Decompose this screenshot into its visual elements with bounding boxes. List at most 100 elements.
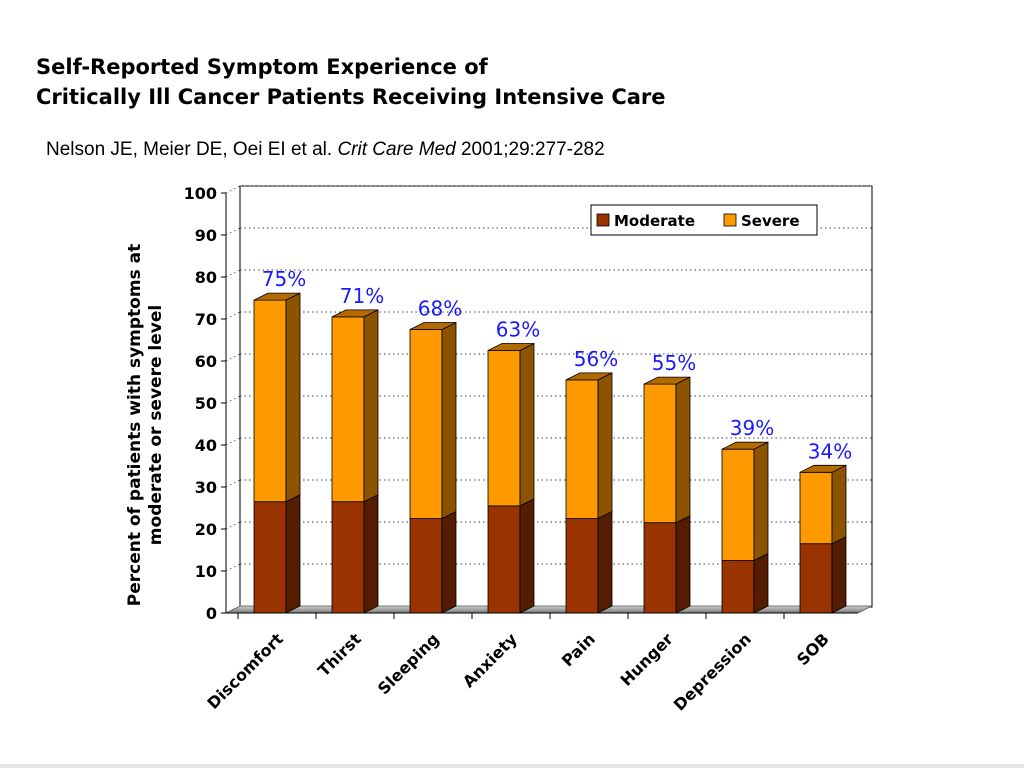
y-tick-label: 40 — [195, 436, 217, 455]
x-tick-label: Sleeping — [374, 629, 443, 698]
bar-severe-side — [519, 342, 535, 507]
bar-severe-front — [487, 350, 521, 507]
bar-moderate-front — [799, 543, 833, 614]
legend-swatch — [596, 213, 610, 227]
bar-severe — [721, 441, 769, 562]
bar-severe — [799, 464, 847, 545]
chart-title: Self-Reported Symptom Experience of Crit… — [36, 52, 666, 112]
y-tick-label: 60 — [195, 352, 217, 371]
bar-severe-side — [441, 321, 457, 520]
legend-label: Severe — [741, 212, 800, 230]
legend-swatch — [723, 213, 737, 227]
bar-top — [721, 441, 769, 450]
bar-total-label: 71% — [340, 284, 384, 308]
bar-severe-side — [363, 309, 379, 503]
legend: Moderate Severe — [590, 204, 818, 236]
bar-moderate — [487, 498, 535, 614]
bar-severe-side — [597, 372, 613, 520]
y-tick-label: 30 — [195, 478, 217, 497]
bar-top — [643, 376, 691, 385]
y-axis-label-line: moderate or severe level — [146, 305, 166, 545]
title-line-1: Self-Reported Symptom Experience of — [36, 55, 488, 79]
x-tick-label: Hunger — [616, 629, 676, 689]
gridline-side — [225, 395, 241, 404]
bar-moderate-side — [519, 498, 535, 614]
y-tick-label: 20 — [195, 520, 217, 539]
bar-total-label: 55% — [652, 351, 696, 375]
bar-moderate — [409, 510, 457, 614]
bar-severe-front — [253, 299, 287, 503]
bar-moderate — [721, 552, 769, 614]
bar-moderate — [565, 510, 613, 614]
gridline-side — [225, 353, 241, 362]
citation-authors: Nelson JE, Meier DE, Oei EI et al. — [46, 139, 333, 160]
bar-moderate-front — [253, 501, 287, 614]
bar-top — [565, 372, 613, 381]
y-tick-label: 0 — [206, 604, 217, 623]
gridline-side — [225, 563, 241, 572]
gridline-side — [225, 227, 241, 236]
gridline-side — [225, 269, 241, 278]
y-tick-label: 100 — [184, 184, 217, 203]
bar-moderate-side — [285, 494, 301, 614]
bar-top — [487, 343, 535, 351]
y-axis-label: Percent of patients with symptoms atmode… — [125, 244, 166, 606]
x-tick-label: Anxiety — [459, 629, 521, 691]
citation: Nelson JE, Meier DE, Oei EI et al. Crit … — [46, 139, 605, 161]
bar-moderate-side — [831, 536, 847, 614]
bar-severe-front — [331, 316, 365, 503]
bar-moderate — [331, 494, 379, 614]
gridline-side — [225, 311, 241, 320]
bar-severe-front — [409, 329, 443, 519]
citation-details: 2001;29:277-282 — [460, 139, 605, 160]
gridline-side — [225, 185, 241, 194]
bar-severe-front — [721, 448, 755, 561]
x-tick-label: Thirst — [314, 629, 365, 680]
bar-severe-front — [643, 383, 677, 524]
title-line-2: Critically Ill Cancer Patients Receiving… — [36, 85, 666, 109]
y-tick-label: 50 — [195, 394, 217, 413]
plot-floor — [225, 605, 873, 614]
citation-journal: Crit Care Med — [337, 139, 456, 160]
bar-moderate — [643, 515, 691, 614]
bar-moderate-side — [753, 552, 769, 614]
bar-severe-side — [831, 464, 847, 545]
x-tick-label: Pain — [558, 629, 599, 670]
bar-moderate-side — [363, 494, 379, 614]
bar-top — [253, 292, 301, 301]
gridline-side — [225, 479, 241, 488]
bar-moderate-front — [409, 518, 443, 614]
bar-moderate-side — [441, 510, 457, 614]
y-tick-label: 70 — [195, 310, 217, 329]
bar-moderate-front — [487, 505, 521, 614]
gridline-side — [225, 521, 241, 530]
x-tick-label: Depression — [670, 629, 755, 714]
bar-top — [799, 464, 847, 473]
bar-severe-front — [799, 471, 833, 545]
bar-severe — [409, 321, 457, 520]
bar-moderate-front — [565, 518, 599, 614]
bar-severe-front — [565, 379, 599, 519]
bar-total-label: 34% — [808, 439, 852, 463]
bar-severe-side — [675, 376, 691, 524]
legend-box — [590, 204, 818, 236]
bar-moderate-side — [675, 515, 691, 614]
bar-moderate — [253, 494, 301, 614]
bar-total-label: 75% — [262, 267, 306, 291]
bar-moderate-front — [331, 501, 365, 614]
bar-total-label: 63% — [496, 318, 540, 342]
bar-severe-side — [753, 441, 769, 562]
bar-total-label: 39% — [730, 416, 774, 440]
bar-moderate-side — [597, 510, 613, 614]
bar-top — [331, 309, 379, 318]
bar-moderate-front — [721, 560, 755, 614]
bar-moderate — [799, 536, 847, 614]
legend-label: Moderate — [614, 212, 695, 230]
bar-severe — [565, 372, 613, 520]
bar-total-label: 68% — [418, 297, 462, 321]
x-tick-label: Discomfort — [203, 629, 287, 713]
bar-total-label: 56% — [574, 347, 618, 371]
bar-severe — [643, 376, 691, 524]
y-tick-label: 10 — [195, 562, 217, 581]
